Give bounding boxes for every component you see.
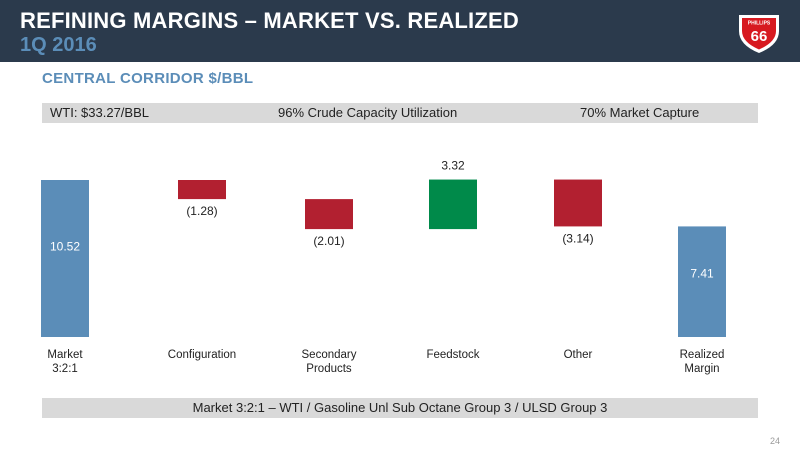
bar-2 xyxy=(305,199,353,230)
data-label-2: (2.01) xyxy=(313,234,344,248)
data-label-1: (1.28) xyxy=(186,204,217,218)
logo-text-main: 66 xyxy=(751,28,768,45)
phillips66-shield-logo: PHILLIPS 66 xyxy=(739,15,779,53)
category-label-3: Feedstock xyxy=(426,349,480,361)
wti-price: WTI: $33.27/BBL xyxy=(50,105,149,120)
bar-3 xyxy=(429,179,477,230)
category-label-2: Secondary Products xyxy=(301,349,357,375)
data-label-4: (3.14) xyxy=(562,231,593,245)
footer-note: Market 3:2:1 – WTI / Gasoline Unl Sub Oc… xyxy=(42,398,758,418)
bar-1 xyxy=(178,180,226,200)
capacity-utilization: 96% Crude Capacity Utilization xyxy=(278,105,458,120)
logo-text-top: PHILLIPS xyxy=(748,21,771,27)
page-number: 24 xyxy=(770,436,781,446)
bar-5 xyxy=(678,226,726,337)
category-label-1: Configuration xyxy=(167,349,237,361)
category-label-5: Realized Margin xyxy=(679,349,725,375)
header-bar: REFINING MARGINS – MARKET VS. REALIZED 1… xyxy=(0,0,800,62)
data-label-3: 3.32 xyxy=(441,159,465,173)
category-label-0: Market 3:2:1 xyxy=(47,349,83,375)
page-subtitle: 1Q 2016 xyxy=(20,34,97,56)
section-title: CENTRAL CORRIDOR $/BBL xyxy=(42,70,254,87)
category-label-4: Other xyxy=(563,349,593,361)
data-label-0: 10.52 xyxy=(50,240,80,254)
bar-4 xyxy=(554,179,602,227)
bar-0 xyxy=(41,180,89,337)
info-bar: WTI: $33.27/BBL 96% Crude Capacity Utili… xyxy=(42,103,758,123)
data-label-5: 7.41 xyxy=(690,267,714,281)
page-title: REFINING MARGINS – MARKET VS. REALIZED xyxy=(20,8,519,33)
market-capture: 70% Market Capture xyxy=(580,105,700,120)
